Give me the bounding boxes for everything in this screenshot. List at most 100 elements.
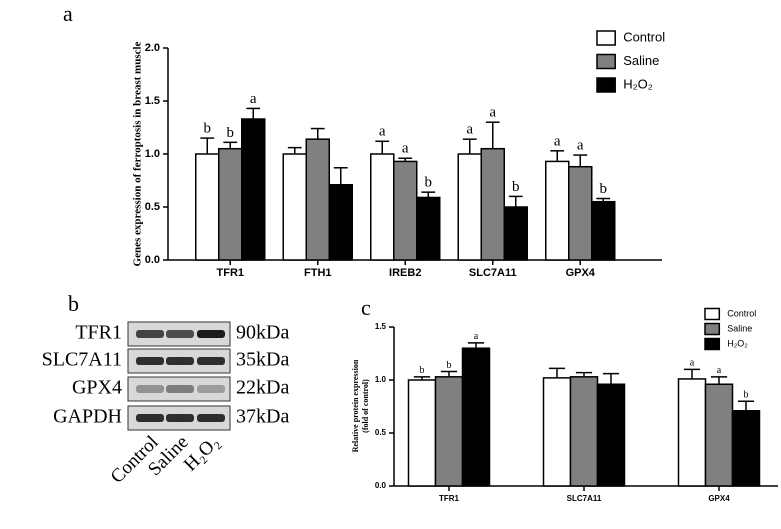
significance-letter: b	[204, 121, 212, 137]
blot-band	[136, 414, 164, 422]
bar	[195, 153, 220, 261]
bar	[569, 376, 599, 487]
legend-swatch	[596, 30, 616, 46]
legend-swatch	[704, 322, 721, 336]
x-tick-label: GPX4	[566, 267, 596, 279]
protein-label: GAPDH	[53, 406, 122, 428]
legend-swatch	[596, 77, 616, 93]
bar	[591, 200, 616, 261]
blot-band	[136, 357, 164, 365]
significance-letter: a	[466, 122, 473, 138]
blot-band	[197, 357, 225, 365]
blot-band	[136, 385, 164, 393]
significance-letter: b	[420, 365, 425, 376]
y-tick-label: 0.5	[145, 201, 160, 213]
significance-letter: b	[227, 125, 235, 141]
legend-label: H₂O₂	[727, 338, 748, 348]
blot-strip	[127, 376, 231, 402]
legend-swatch	[704, 307, 721, 321]
y-tick-label: 0.0	[145, 254, 160, 266]
significance-letter: b	[512, 179, 520, 195]
x-tick-label: FTH1	[304, 267, 332, 279]
protein-label: SLC7A11	[42, 349, 122, 371]
size-label: 35kDa	[236, 349, 289, 371]
legend-label: Saline	[727, 323, 752, 333]
y-tick-label: 1.0	[375, 375, 387, 384]
y-tick-label: 1.5	[375, 322, 387, 331]
bar	[305, 138, 330, 261]
bar	[434, 376, 464, 487]
x-tick-label: SLC7A11	[567, 494, 602, 503]
x-tick-label: TFR1	[439, 494, 460, 503]
x-tick-label: SLC7A11	[469, 267, 517, 279]
bar	[328, 183, 353, 261]
size-label: 90kDa	[236, 322, 289, 344]
legend-label: H₂O₂	[623, 76, 653, 91]
blot-band	[166, 414, 194, 422]
legend-label: Saline	[623, 53, 659, 68]
bar	[370, 153, 395, 261]
legend-label: Control	[623, 29, 665, 44]
y-tick-label: 2.0	[145, 42, 160, 54]
bar	[568, 165, 593, 261]
y-tick-label: 1.0	[145, 148, 160, 160]
x-tick-label: TFR1	[217, 267, 245, 279]
significance-letter: a	[577, 137, 584, 153]
blot-band	[197, 330, 225, 338]
legend-swatch	[596, 53, 616, 70]
blot-band	[197, 385, 225, 393]
y-axis-title: Genes expression of ferroptosis in breas…	[132, 41, 144, 266]
bar	[545, 160, 570, 261]
blot-band	[136, 330, 164, 338]
bar	[416, 196, 441, 261]
bar	[596, 383, 626, 487]
y-tick-label: 0.5	[375, 428, 387, 437]
bar	[407, 379, 437, 487]
bar	[241, 118, 266, 261]
significance-letter: a	[690, 358, 695, 369]
significance-letter: b	[447, 360, 452, 371]
significance-letter: b	[744, 389, 749, 400]
significance-letter: a	[379, 124, 386, 140]
y-axis-title: (fold of control)	[361, 379, 370, 433]
significance-letter: b	[425, 175, 433, 191]
size-label: 22kDa	[236, 377, 289, 399]
significance-letter: a	[717, 365, 722, 376]
bar	[461, 347, 491, 487]
bar	[503, 206, 528, 261]
blot-band	[166, 357, 194, 365]
significance-letter: a	[474, 331, 479, 342]
bar	[731, 409, 761, 487]
significance-letter: a	[489, 105, 496, 121]
bar	[282, 153, 307, 261]
panel-label: c	[361, 295, 371, 320]
significance-letter: a	[402, 141, 409, 157]
lane-label: H₂O₂	[180, 432, 224, 476]
x-tick-label: IREB2	[389, 267, 421, 279]
blot-band	[166, 330, 194, 338]
y-axis-title: Relative protein expression	[351, 359, 360, 452]
bar	[480, 147, 505, 261]
panel-label: b	[68, 291, 79, 316]
bar	[677, 378, 707, 487]
legend-swatch	[704, 337, 721, 351]
bar	[393, 160, 418, 261]
significance-letter: a	[250, 91, 257, 107]
blot-band	[166, 385, 194, 393]
size-label: 37kDa	[236, 406, 289, 428]
legend-label: Control	[727, 308, 756, 318]
x-tick-label: GPX4	[708, 494, 730, 503]
protein-label: GPX4	[72, 377, 122, 399]
significance-letter: a	[554, 133, 561, 149]
protein-label: TFR1	[75, 322, 122, 344]
y-tick-label: 0.0	[375, 481, 387, 490]
panel-label: a	[63, 1, 73, 26]
bar	[704, 383, 734, 487]
bar	[542, 377, 572, 487]
y-tick-label: 1.5	[145, 95, 160, 107]
significance-letter: b	[600, 181, 608, 197]
bar	[457, 153, 482, 261]
blot-band	[197, 414, 225, 422]
bar	[218, 147, 243, 261]
